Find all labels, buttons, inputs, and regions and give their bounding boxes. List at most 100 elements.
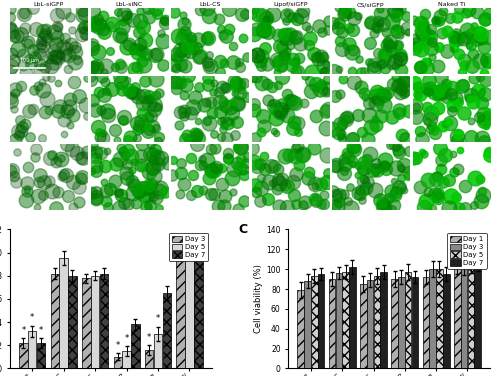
Point: [264, 196, 272, 202]
Point: [102, 88, 110, 94]
Point: [248, 11, 256, 17]
Point: [140, 193, 148, 199]
Point: [10, 33, 18, 39]
Point: [292, 171, 300, 177]
Point: [338, 121, 346, 127]
Point: [196, 53, 203, 59]
Point: [8, 167, 16, 173]
Point: [193, 188, 201, 194]
Point: [278, 176, 286, 182]
Point: [473, 9, 481, 15]
Point: [75, 184, 83, 190]
Point: [144, 185, 152, 191]
Point: [87, 147, 95, 153]
Point: [37, 41, 45, 47]
Point: [7, 6, 15, 12]
Point: [328, 126, 336, 132]
Point: [395, 8, 403, 14]
Point: [282, 112, 290, 118]
Point: [380, 162, 388, 168]
Title: CS/siGFP: CS/siGFP: [357, 2, 384, 7]
Point: [114, 189, 122, 195]
Point: [422, 85, 430, 91]
Point: [278, 103, 285, 109]
Point: [252, 74, 260, 80]
Point: [360, 159, 368, 165]
Point: [320, 201, 328, 207]
Point: [414, 84, 422, 90]
Point: [418, 64, 426, 70]
Point: [194, 118, 202, 124]
Point: [208, 110, 216, 116]
Point: [294, 129, 302, 135]
Point: [52, 205, 60, 211]
Point: [369, 167, 377, 173]
Point: [222, 85, 230, 91]
Point: [426, 126, 434, 132]
Bar: [60, 258, 68, 368]
Point: [126, 41, 134, 47]
Point: [476, 29, 484, 35]
Point: [92, 149, 100, 155]
Point: [86, 77, 94, 83]
Point: [142, 203, 150, 209]
Point: [336, 192, 344, 198]
Bar: [430, 269, 436, 368]
Point: [366, 40, 374, 46]
Point: [78, 31, 86, 37]
Point: [50, 59, 58, 65]
Point: [284, 204, 292, 210]
Point: [229, 59, 237, 65]
Legend: Day 3, Day 5, Day 7: Day 3, Day 5, Day 7: [169, 233, 208, 261]
Point: [434, 92, 442, 99]
Point: [72, 150, 80, 156]
Point: [236, 89, 244, 96]
Point: [250, 31, 258, 37]
Point: [231, 132, 239, 138]
Point: [405, 148, 413, 154]
Point: [398, 175, 406, 181]
Point: [322, 86, 330, 92]
Point: [322, 108, 330, 114]
Point: [348, 47, 356, 53]
Point: [412, 155, 420, 161]
Point: [456, 147, 464, 153]
Point: [78, 25, 86, 31]
Point: [278, 74, 285, 80]
Point: [454, 37, 462, 43]
Point: [360, 89, 368, 96]
Point: [98, 74, 106, 80]
Point: [186, 49, 194, 55]
Point: [66, 14, 74, 20]
Point: [199, 187, 207, 193]
Point: [226, 104, 234, 110]
Point: [204, 82, 212, 88]
Point: [83, 23, 91, 29]
Point: [396, 149, 404, 155]
Point: [206, 120, 214, 126]
Point: [122, 152, 130, 158]
Point: [428, 39, 436, 45]
Point: [98, 150, 106, 156]
Point: [205, 175, 213, 181]
Point: [480, 192, 488, 198]
Point: [54, 55, 62, 61]
Point: [63, 141, 71, 147]
Point: [176, 170, 184, 176]
Point: [354, 190, 362, 196]
Point: [426, 34, 434, 40]
Point: [62, 52, 70, 58]
Point: [382, 167, 390, 173]
Point: [244, 154, 252, 160]
Point: [82, 102, 90, 108]
Point: [114, 9, 122, 15]
Point: [116, 82, 124, 88]
Point: [434, 105, 442, 111]
Point: [218, 165, 226, 171]
Point: [134, 92, 142, 99]
Point: [348, 49, 356, 55]
Point: [54, 53, 62, 59]
Point: [344, 198, 352, 204]
Point: [112, 161, 120, 167]
Point: [220, 126, 228, 132]
